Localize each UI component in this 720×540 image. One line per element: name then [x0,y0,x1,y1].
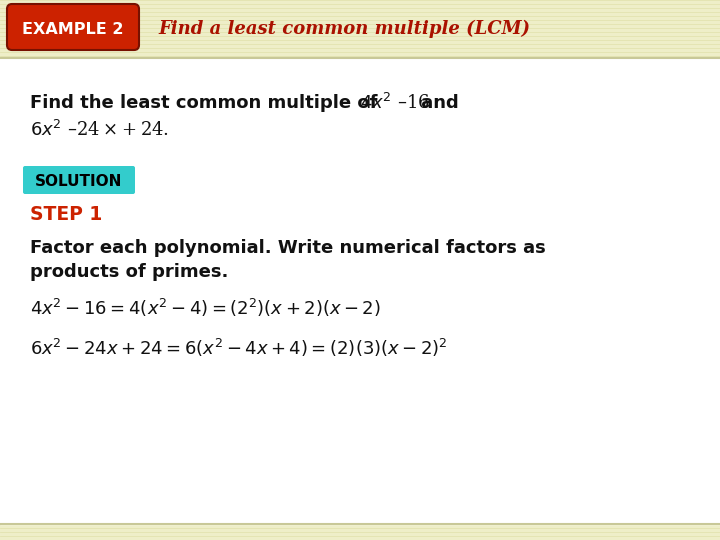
Text: Find a least common multiple (LCM): Find a least common multiple (LCM) [158,20,530,38]
Text: EXAMPLE 2: EXAMPLE 2 [22,22,124,37]
Text: STEP 1: STEP 1 [30,205,102,224]
Text: products of primes.: products of primes. [30,263,228,281]
Bar [0,0,720,58]
Text: and: and [415,94,459,112]
Text: $4x^2 - 16 = 4(x^2 - 4) = (2^2)(x + 2)(x - 2)$: $4x^2 - 16 = 4(x^2 - 4) = (2^2)(x + 2)(x… [30,297,381,319]
Text: $6x^2$ –24 × + 24.: $6x^2$ –24 × + 24. [30,120,169,140]
Text: Find the least common multiple of: Find the least common multiple of [30,94,384,112]
Text: $4x^2$ –16: $4x^2$ –16 [360,93,430,113]
FancyBboxPatch shape [7,4,139,50]
Bar [0,58,720,524]
FancyBboxPatch shape [23,166,135,194]
Text: $6x^2 - 24x + 24 = 6(x^2 - 4x + 4) = (2)(3)(x - 2)^2$: $6x^2 - 24x + 24 = 6(x^2 - 4x + 4) = (2)… [30,337,448,359]
Text: SOLUTION: SOLUTION [35,173,122,188]
Text: Factor each polynomial. Write numerical factors as: Factor each polynomial. Write numerical … [30,239,546,257]
Bar [0,524,720,540]
